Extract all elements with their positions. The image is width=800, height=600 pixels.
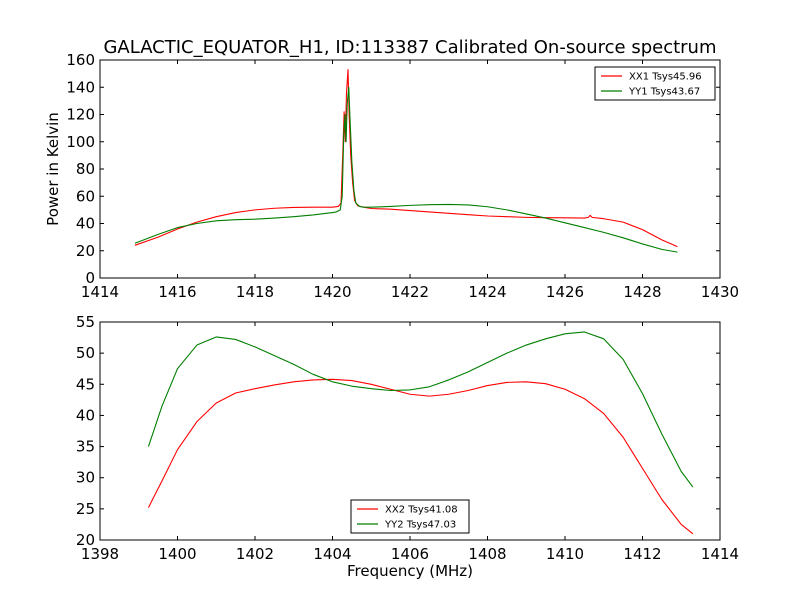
x-tick-label-0-4: 1422 (391, 283, 429, 301)
y-tick-label-0-4: 80 (76, 160, 95, 178)
x-tick-label-1-5: 1408 (468, 545, 506, 563)
x-tick-label-1-7: 1412 (623, 545, 661, 563)
x-tick-label-1-6: 1410 (546, 545, 584, 563)
y-tick-label-1-3: 35 (76, 438, 95, 456)
x-tick-label-0-8: 1430 (701, 283, 739, 301)
x-tick-label-1-2: 1402 (236, 545, 274, 563)
y-tick-label-1-6: 50 (76, 344, 95, 362)
y-tick-label-0-1: 20 (76, 242, 95, 260)
series-line-1-1 (147, 331, 694, 488)
legend-label-0-0: XX1 Tsys45.96 (629, 72, 702, 83)
y-tick-label-0-0: 0 (85, 269, 95, 287)
y-tick-label-1-1: 25 (76, 500, 95, 518)
y-axis-label-0: Power in Kelvin (44, 112, 62, 226)
legend-label-1-1: YY2 Tsys47.03 (384, 520, 456, 531)
y-tick-label-0-8: 160 (66, 51, 95, 69)
x-tick-label-0-1: 1416 (158, 283, 196, 301)
x-tick-label-1-8: 1414 (701, 545, 739, 563)
x-tick-label-1-1: 1400 (158, 545, 196, 563)
legend-label-1-0: XX2 Tsys41.08 (385, 505, 458, 516)
y-tick-label-0-6: 120 (66, 106, 95, 124)
x-tick-label-0-7: 1428 (623, 283, 661, 301)
series-line-1-0 (147, 378, 694, 535)
x-tick-label-0-3: 1420 (313, 283, 351, 301)
x-tick-label-0-6: 1426 (546, 283, 584, 301)
top-panel: 1414 1416 1418 1420 1422 1424 1426 1428 1430 0 20 4… (44, 51, 739, 301)
y-tick-label-0-3: 60 (76, 187, 95, 205)
y-tick-label-0-5: 100 (66, 133, 95, 151)
y-tick-label-1-4: 40 (76, 406, 95, 424)
y-tick-label-0-2: 40 (76, 215, 95, 233)
x-axis-label-1: Frequency (MHz) (347, 562, 473, 580)
y-tick-label-1-5: 45 (76, 375, 95, 393)
legend-box-1 (350, 499, 470, 534)
figure-title: GALACTIC_EQUATOR_H1, ID:113387 Calibrate… (103, 37, 716, 58)
y-tick-label-0-7: 140 (66, 78, 95, 96)
x-tick-label-1-0: 1398 (81, 545, 119, 563)
legend-box-0 (594, 66, 716, 101)
series-line-0-1 (134, 86, 678, 253)
x-tick-label-1-4: 1406 (391, 545, 429, 563)
x-tick-label-0-2: 1418 (236, 283, 274, 301)
y-tick-label-1-7: 55 (76, 313, 95, 331)
legend-label-0-1: YY1 Tsys43.67 (628, 87, 700, 98)
bottom-panel: 1398 1400 1402 1404 1406 1408 1410 1412 1414 20 25… (76, 313, 739, 580)
y-tick-label-1-0: 20 (76, 531, 95, 549)
y-tick-label-1-2: 30 (76, 469, 95, 487)
x-tick-label-0-5: 1424 (468, 283, 506, 301)
x-tick-label-0-0: 1414 (81, 283, 119, 301)
x-tick-label-1-3: 1404 (313, 545, 351, 563)
